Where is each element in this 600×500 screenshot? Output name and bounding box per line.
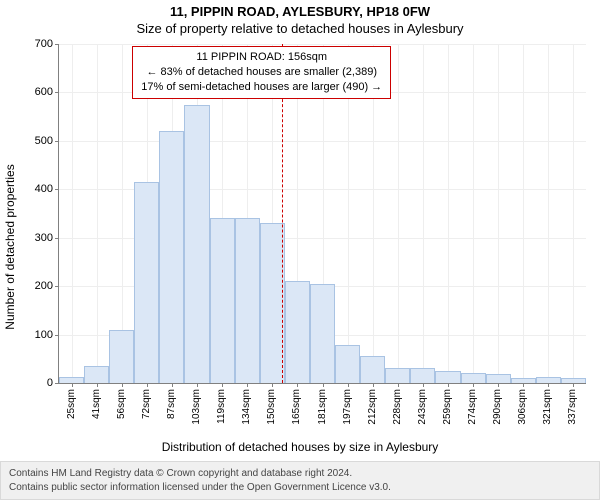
x-tick-mark — [373, 383, 374, 387]
annotation-line-2: ← 83% of detached houses are smaller (2,… — [141, 65, 382, 80]
annotation-line-3: 17% of semi-detached houses are larger (… — [141, 80, 382, 95]
y-tick-label: 0 — [47, 377, 59, 389]
x-tick-mark — [573, 383, 574, 387]
y-tick-label: 200 — [35, 280, 59, 292]
histogram-bar — [385, 368, 410, 383]
gridline-v — [473, 44, 474, 383]
x-tick-mark — [348, 383, 349, 387]
chart-address-title: 11, PIPPIN ROAD, AYLESBURY, HP18 0FW — [0, 4, 600, 19]
histogram-bar — [360, 356, 385, 383]
x-tick-mark — [97, 383, 98, 387]
histogram-bar — [285, 281, 310, 383]
x-tick-mark — [398, 383, 399, 387]
histogram-bar — [561, 378, 586, 383]
x-tick-mark — [122, 383, 123, 387]
histogram-bar — [486, 374, 511, 383]
x-tick-label: 197sqm — [342, 389, 353, 425]
x-tick-label: 56sqm — [116, 389, 127, 419]
x-tick-label: 87sqm — [166, 389, 177, 419]
x-tick-mark — [498, 383, 499, 387]
histogram-bar — [134, 182, 159, 383]
gridline-v — [72, 44, 73, 383]
histogram-bar — [159, 131, 184, 383]
x-tick-mark — [523, 383, 524, 387]
histogram-bar — [435, 371, 460, 383]
x-tick-mark — [247, 383, 248, 387]
x-tick-mark — [548, 383, 549, 387]
footer-line-2: Contains public sector information licen… — [9, 481, 591, 495]
histogram-bar — [210, 218, 235, 383]
chart-title-block: 11, PIPPIN ROAD, AYLESBURY, HP18 0FW Siz… — [0, 0, 600, 36]
x-tick-label: 290sqm — [492, 389, 503, 425]
x-tick-label: 181sqm — [317, 389, 328, 425]
chart-subtitle: Size of property relative to detached ho… — [0, 21, 600, 36]
gridline-v — [97, 44, 98, 383]
x-tick-label: 134sqm — [241, 389, 252, 425]
x-tick-label: 165sqm — [291, 389, 302, 425]
gridline-v — [398, 44, 399, 383]
gridline-v — [548, 44, 549, 383]
x-tick-label: 337sqm — [567, 389, 578, 425]
x-tick-label: 243sqm — [417, 389, 428, 425]
x-tick-label: 321sqm — [542, 389, 553, 425]
histogram-bar — [310, 284, 335, 383]
x-tick-label: 41sqm — [91, 389, 102, 419]
y-tick-label: 100 — [35, 329, 59, 341]
gridline-v — [523, 44, 524, 383]
x-tick-mark — [297, 383, 298, 387]
y-tick-label: 600 — [35, 86, 59, 98]
gridline-v — [448, 44, 449, 383]
x-tick-mark — [222, 383, 223, 387]
x-tick-mark — [423, 383, 424, 387]
x-tick-mark — [323, 383, 324, 387]
histogram-bar — [536, 377, 561, 383]
x-tick-label: 212sqm — [367, 389, 378, 425]
histogram-bar — [260, 223, 285, 383]
gridline-v — [573, 44, 574, 383]
footer-line-1: Contains HM Land Registry data © Crown c… — [9, 467, 591, 481]
y-tick-label: 400 — [35, 183, 59, 195]
x-tick-mark — [72, 383, 73, 387]
x-tick-mark — [147, 383, 148, 387]
x-tick-label: 119sqm — [216, 389, 227, 424]
x-tick-label: 150sqm — [266, 389, 277, 425]
x-tick-label: 103sqm — [191, 389, 202, 425]
x-tick-label: 228sqm — [392, 389, 403, 425]
x-tick-label: 72sqm — [141, 389, 152, 419]
histogram-bar — [511, 378, 536, 383]
x-tick-label: 306sqm — [517, 389, 528, 425]
histogram-bar — [335, 345, 360, 383]
annotation-line-1: 11 PIPPIN ROAD: 156sqm — [141, 50, 382, 65]
histogram-bar — [235, 218, 260, 383]
y-tick-label: 500 — [35, 135, 59, 147]
histogram-bar — [109, 330, 134, 383]
x-tick-label: 25sqm — [66, 389, 77, 419]
x-axis-label: Distribution of detached houses by size … — [0, 440, 600, 454]
y-tick-label: 300 — [35, 232, 59, 244]
histogram-bar — [410, 368, 435, 383]
annotation-box: 11 PIPPIN ROAD: 156sqm ← 83% of detached… — [132, 46, 391, 99]
x-tick-label: 274sqm — [467, 389, 478, 425]
gridline-v — [423, 44, 424, 383]
histogram-bar — [461, 373, 486, 383]
x-tick-mark — [172, 383, 173, 387]
x-tick-mark — [448, 383, 449, 387]
x-tick-mark — [473, 383, 474, 387]
histogram-bar — [84, 366, 109, 383]
plot-area: 010020030040050060070025sqm41sqm56sqm72s… — [58, 44, 586, 384]
chart-container: Number of detached properties 0100200300… — [0, 38, 600, 456]
histogram-bar — [184, 105, 209, 383]
gridline-v — [498, 44, 499, 383]
license-footer: Contains HM Land Registry data © Crown c… — [0, 461, 600, 500]
x-tick-mark — [272, 383, 273, 387]
x-tick-mark — [197, 383, 198, 387]
x-tick-label: 259sqm — [442, 389, 453, 425]
histogram-bar — [59, 377, 84, 383]
y-tick-label: 700 — [35, 38, 59, 50]
y-axis-label: Number of detached properties — [3, 147, 17, 347]
